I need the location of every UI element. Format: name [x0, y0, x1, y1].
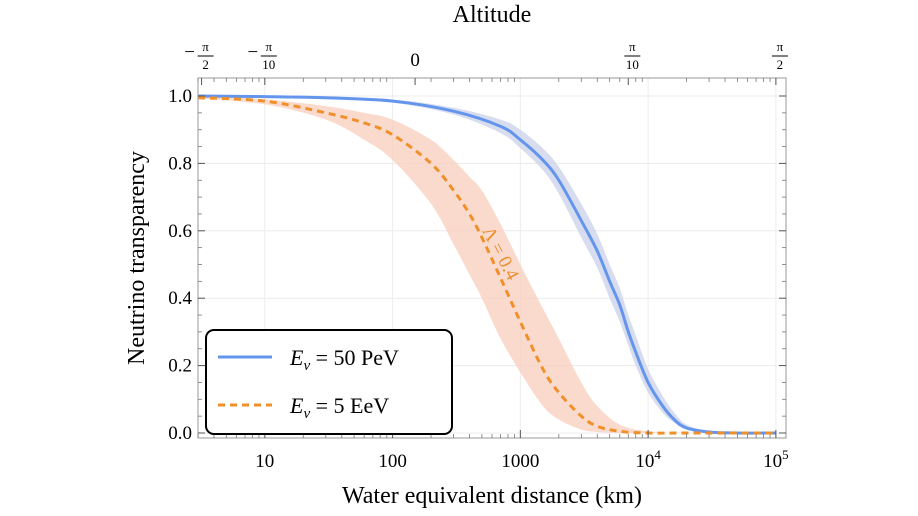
top-tick-label: 0 — [410, 50, 420, 71]
top-tick-sign: − — [184, 42, 195, 63]
top-tick-numerator: π — [629, 39, 636, 54]
x-tick-label: 105 — [763, 447, 789, 472]
axis-labels: 0.00.20.40.60.81.010 100 1000 104 105− π2− π10… — [168, 39, 788, 472]
series-1-band — [198, 97, 776, 434]
top-tick-denominator: 2 — [777, 57, 784, 72]
legend: Eν = 50 PeV Eν = 5 EeV — [205, 329, 453, 435]
series-lines — [197, 94, 776, 435]
y-tick-label: 0.8 — [168, 153, 192, 174]
top-tick-fraction: − π 10 — [247, 39, 277, 72]
top-tick-numerator: π — [202, 39, 209, 54]
top-tick-denominator: 2 — [202, 57, 209, 72]
x-tick-label: 10 — [255, 451, 274, 472]
legend-label-0: Eν = 50 PeV — [289, 345, 399, 374]
top-tick-numerator: π — [777, 39, 784, 54]
x-tick-label: 1000 — [501, 451, 539, 472]
top-tick-sign: − — [247, 42, 258, 63]
y-tick-label: 0.6 — [168, 221, 192, 242]
series-0-line — [197, 94, 776, 435]
x-tick-label: 100 — [378, 451, 407, 472]
series-0-band — [198, 96, 776, 434]
axis-ticks — [197, 78, 786, 438]
x-axis-title: Water equivalent distance (km) — [342, 483, 642, 509]
x-tick-label: 104 — [635, 447, 661, 472]
series-1-line — [197, 96, 776, 435]
top-tick-fraction: π 10 — [624, 39, 641, 72]
top-tick-denominator: 10 — [626, 57, 639, 72]
uncertainty-bands — [198, 96, 776, 434]
y-tick-label: 0.2 — [168, 356, 192, 377]
y-tick-label: 0.4 — [168, 288, 192, 309]
top-tick-numerator: π — [266, 39, 273, 54]
top-tick-denominator: 10 — [262, 57, 275, 72]
y-axis-title: Neutrino transparency — [124, 151, 150, 365]
top-tick-fraction: − π 2 — [184, 39, 214, 72]
top-axis-title: Altitude — [453, 2, 532, 28]
top-tick-fraction: π2 — [771, 39, 788, 72]
legend-label-1: Eν = 5 EeV — [289, 393, 389, 422]
y-tick-label: 0.0 — [168, 423, 192, 444]
y-tick-label: 1.0 — [168, 86, 192, 107]
